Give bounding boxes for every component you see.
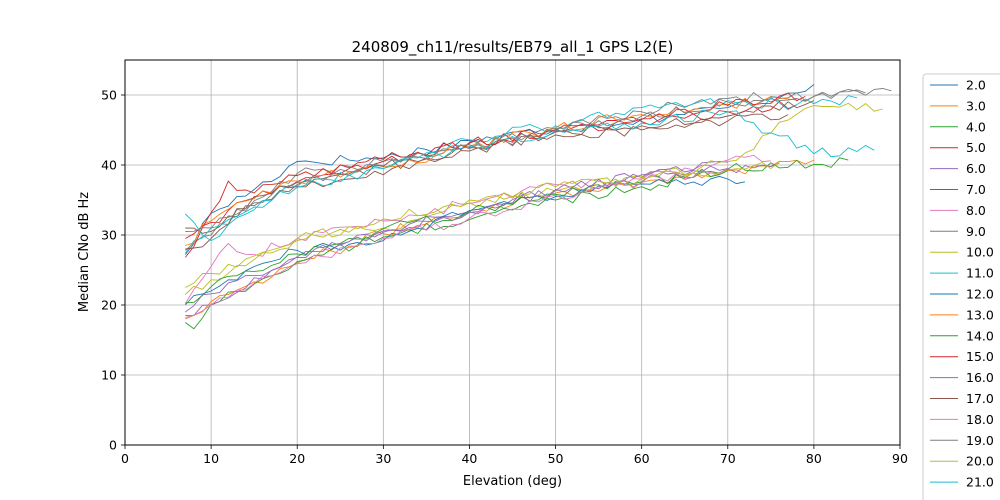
series-line-19-0: [185, 89, 866, 232]
x-tick-label: 30: [375, 451, 391, 466]
series-line-12-0: [184, 175, 746, 306]
legend-entry-label: 2.0: [966, 78, 986, 93]
x-tick-label: 10: [203, 451, 219, 466]
legend-entry-label: 15.0: [966, 349, 994, 364]
y-tick-label: 0: [109, 438, 117, 453]
x-tick-label: 80: [806, 451, 822, 466]
plot-area-frame: [124, 59, 901, 446]
legend-entry-label: 17.0: [966, 391, 994, 406]
x-tick-label: 0: [121, 451, 129, 466]
series-line-4-0: [185, 157, 849, 330]
y-axis-label: Median CNo dB Hz: [77, 192, 92, 312]
y-tick-label: 20: [101, 298, 117, 313]
y-tick-label: 40: [101, 158, 117, 173]
legend-entry-label: 8.0: [966, 203, 986, 218]
legend-entry-label: 21.0: [966, 475, 994, 490]
y-tick-label: 30: [101, 228, 117, 243]
legend: 2.0 3.0 4.0 5.0 6.0 7.0 8.0 9.0 10.0 11.0 12.0 13.0…: [922, 73, 1000, 500]
x-tick-label: 70: [720, 451, 736, 466]
x-axis-label: Elevation (deg): [463, 474, 562, 489]
y-tick-label: 10: [101, 368, 117, 383]
x-tick-label: 90: [892, 451, 908, 466]
series-line-17-0: [185, 100, 815, 250]
chart-title: 240809_ch11/results/EB79_all_1 GPS L2(E): [352, 38, 674, 57]
x-tick-label: 60: [634, 451, 650, 466]
series-line-13-0: [185, 96, 797, 246]
legend-entry-label: 3.0: [966, 98, 986, 113]
series-line-16-0: [185, 160, 728, 316]
legend-entry-label: 19.0: [966, 433, 994, 448]
axis-ticks: 0 10 20 30 40 50 60 70 80 90 0 10 20 30 40 50: [101, 88, 908, 467]
legend-entry-label: 13.0: [966, 307, 994, 322]
legend-entry-label: 14.0: [966, 328, 994, 343]
series-lines: [184, 84, 892, 330]
legend-entry-label: 10.0: [966, 245, 994, 260]
series-line-18-0: [185, 167, 729, 319]
legend-entry-label: 6.0: [966, 161, 986, 176]
legend-entry-label: 12.0: [966, 287, 994, 302]
series-line-14-0: [185, 168, 728, 304]
legend-entry-label: 4.0: [966, 119, 986, 134]
legend-entry-label: 16.0: [966, 370, 994, 385]
legend-entry-label: 7.0: [966, 182, 986, 197]
legend-entry-label: 18.0: [966, 412, 994, 427]
y-tick-label: 50: [101, 88, 117, 103]
x-tick-label: 20: [289, 451, 305, 466]
legend-box: [922, 73, 1000, 500]
series-line-10-0: [184, 161, 780, 295]
series-line-15-0: [184, 92, 806, 258]
x-tick-label: 50: [548, 451, 564, 466]
legend-entry-label: 11.0: [966, 266, 994, 281]
legend-entry-label: 5.0: [966, 140, 986, 155]
legend-entry-label: 9.0: [966, 224, 986, 239]
series-line-21-0: [184, 109, 875, 242]
legend-entry-label: 20.0: [966, 454, 994, 469]
x-tick-label: 40: [461, 451, 477, 466]
series-line-20-0: [185, 102, 883, 288]
